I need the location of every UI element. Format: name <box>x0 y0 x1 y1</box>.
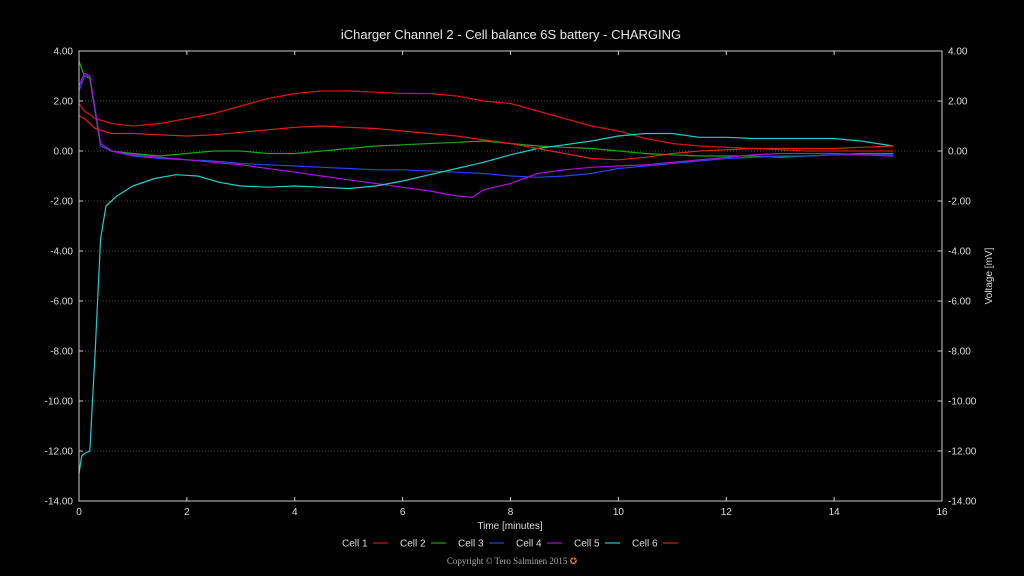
legend: Cell 1 Cell 2 Cell 3 Cell 4 Cell 5 Cell 6 <box>342 539 678 550</box>
series-line-cell-1 <box>78 90 894 152</box>
grid-lines <box>79 50 942 502</box>
series-line-cell-6 <box>78 115 894 161</box>
axis-ticks: -14.00 -14.00 -12.00 -12.00 -10.00 -10.00 -8.0… <box>45 47 977 519</box>
copyright-text: Copyright © Tero Salminen 2015 <box>446 556 568 566</box>
chart-title: iCharger Channel 2 - Cell balance 6S bat… <box>341 27 681 42</box>
x-tick-label: 4 <box>292 507 298 518</box>
y-tick-label: -8.00 <box>50 347 73 358</box>
x-axis-label: Time [minutes] <box>477 521 542 532</box>
y-tick-label: -14.00 <box>45 497 74 508</box>
series-line-cell-2 <box>78 60 894 158</box>
legend-label: Cell 1 <box>342 539 368 550</box>
plot-frame <box>78 50 943 502</box>
copyright-footer: Copyright © Tero Salminen 2015 ✪ <box>0 556 1024 567</box>
y-tick-label-right: -4.00 <box>948 247 971 258</box>
x-tick-label: 0 <box>76 507 82 518</box>
x-tick-label: 8 <box>508 507 514 518</box>
y-tick-label: 4.00 <box>54 47 74 58</box>
legend-label: Cell 6 <box>632 539 658 550</box>
x-tick-label: 16 <box>936 507 948 518</box>
x-tick-label: 12 <box>721 507 733 518</box>
y-tick-label-right: -10.00 <box>948 397 977 408</box>
series-line-cell-5 <box>78 132 894 474</box>
y-tick-label: -6.00 <box>50 297 73 308</box>
y-tick-label: -12.00 <box>45 447 74 458</box>
y-axis-label: Voltage [mV] <box>984 247 995 304</box>
y-tick-label-right: -12.00 <box>948 447 977 458</box>
x-tick-label: 2 <box>184 507 190 518</box>
series-line-cell-4 <box>78 72 894 198</box>
y-tick-label-right: 0.00 <box>948 147 968 158</box>
y-tick-label-right: -6.00 <box>948 297 971 308</box>
y-tick-label-right: -14.00 <box>948 497 977 508</box>
legend-label: Cell 2 <box>400 539 426 550</box>
y-tick-label: 0.00 <box>54 147 74 158</box>
legend-label: Cell 3 <box>458 539 484 550</box>
y-tick-label-right: 4.00 <box>948 47 968 58</box>
x-tick-label: 14 <box>829 507 841 518</box>
y-tick-label: -2.00 <box>50 197 73 208</box>
series-lines <box>78 60 894 474</box>
legend-label: Cell 5 <box>574 539 600 550</box>
y-tick-label: -4.00 <box>50 247 73 258</box>
sun-icon: ✪ <box>569 556 578 566</box>
y-tick-label: -10.00 <box>45 397 74 408</box>
y-tick-label-right: -2.00 <box>948 197 971 208</box>
legend-label: Cell 4 <box>516 539 542 550</box>
y-tick-label: 2.00 <box>54 97 74 108</box>
x-tick-label: 10 <box>613 507 625 518</box>
y-tick-label-right: -8.00 <box>948 347 971 358</box>
y-tick-label-right: 2.00 <box>948 97 968 108</box>
x-tick-label: 6 <box>400 507 406 518</box>
